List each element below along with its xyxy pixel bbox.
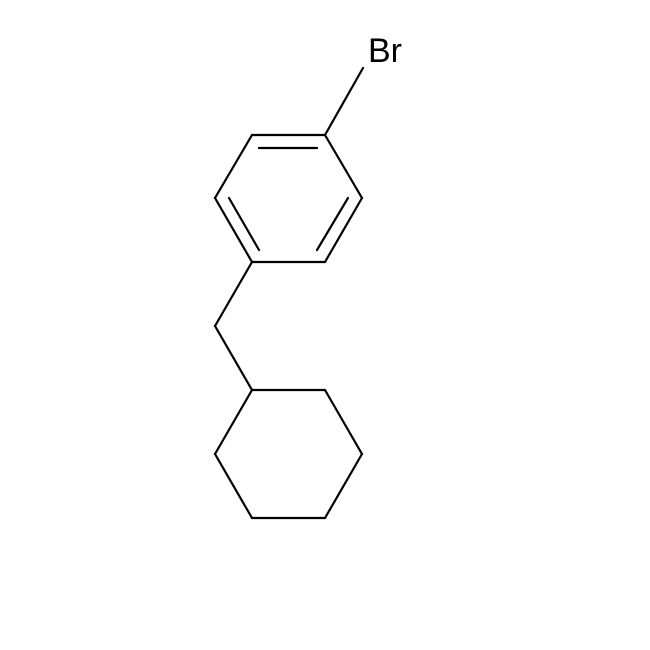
bond-line <box>317 198 348 250</box>
bromine-label: Br <box>368 32 402 70</box>
bond-line <box>325 390 362 454</box>
bond-line <box>325 68 363 135</box>
bond-line <box>325 135 362 198</box>
molecule-structure: Br <box>0 0 650 650</box>
bond-line <box>215 326 252 390</box>
bond-line <box>215 262 252 326</box>
bond-line <box>215 135 252 198</box>
bond-line <box>229 198 259 250</box>
bond-line <box>325 454 362 518</box>
bond-line <box>215 454 252 518</box>
bond-line <box>215 390 252 454</box>
